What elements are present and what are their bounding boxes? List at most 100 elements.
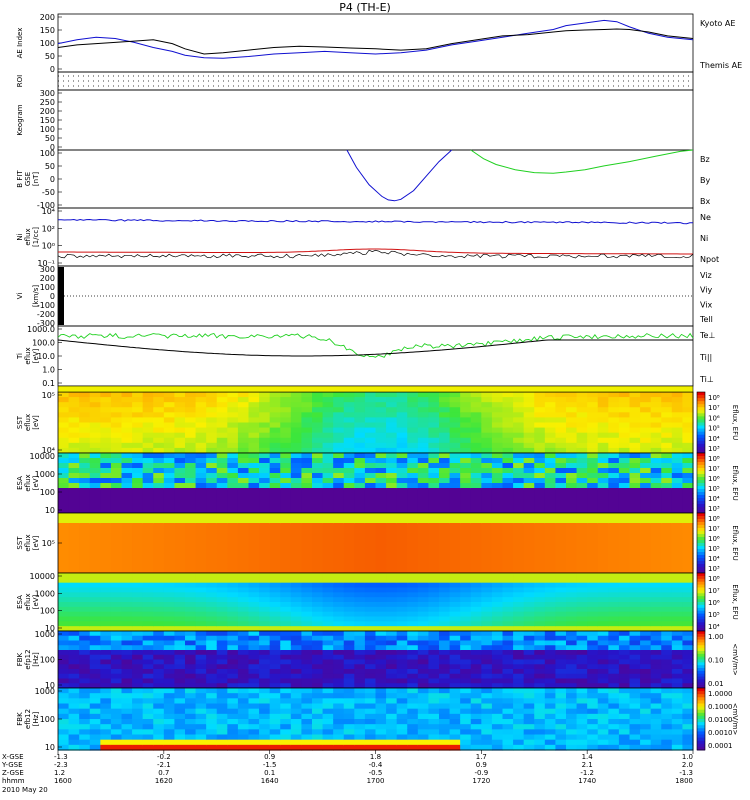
- y-tick-label: 100.0: [32, 339, 55, 348]
- y-tick-label: 200: [40, 13, 55, 22]
- plot-title: P4 (TH-E): [339, 1, 391, 14]
- time-axis-row-label: Z-GSE: [2, 769, 24, 777]
- y-axis-label: ROI: [16, 75, 24, 87]
- y-axis-coord: GSE: [24, 172, 32, 186]
- panel-frame: [57, 325, 694, 387]
- y-tick-label: 200: [40, 274, 55, 283]
- series-line-green: [470, 149, 694, 174]
- colorbar-label: <mV/m>: [731, 703, 739, 736]
- y-axis-unit: [eV]: [32, 348, 40, 363]
- roi-dots: [58, 75, 693, 87]
- panel-b-fit-3: 100 50 0 -50 -100 B FIT GSE [nT] Bz By Bx: [16, 149, 710, 210]
- y-tick-label: 100: [40, 149, 55, 158]
- time-axis-value: 0.9: [476, 761, 487, 769]
- legend-entry: Ne: [700, 213, 711, 222]
- y-tick-label: 50: [45, 134, 55, 143]
- panel-esa-10: 10⁸ 10⁷ 10⁶ 10⁵ 10⁴ Eflux, EFU 10000 1000 100 10 E…: [16, 572, 739, 633]
- panel-fbk-11: 1.00 0.10 0.01 <mV/m> 1000 100 10 FBK efp12 [Hz]: [16, 630, 739, 690]
- colorbar-tick-label: 10⁶: [708, 414, 720, 422]
- colorbar-tick-label: 10⁷: [708, 525, 720, 533]
- y-tick-label: 10000: [30, 452, 55, 461]
- time-axis-row-label: hhmm: [2, 777, 25, 785]
- colorbar-tick-label: 10⁸: [708, 394, 720, 402]
- legend-entry: Ni: [700, 234, 708, 243]
- y-tick-label: 10²: [42, 224, 55, 233]
- colorbar-tick-label: 10⁴: [708, 555, 720, 563]
- y-tick-label: 10: [45, 681, 55, 690]
- colorbar-tick-label: 10⁵: [708, 425, 720, 433]
- panel-roi-1: ROI: [16, 71, 694, 91]
- y-tick-label: 100: [40, 125, 55, 134]
- colorbar-tick-label: 1.00: [708, 633, 724, 641]
- y-axis-coord: eflux: [24, 347, 32, 364]
- temperature-black-trace: [57, 339, 693, 357]
- y-tick-label: 100: [40, 607, 55, 616]
- y-tick-label: 10⁰: [42, 242, 55, 251]
- y-axis-label: Keogram: [16, 104, 24, 135]
- y-tick-label: -50: [42, 188, 55, 197]
- temperature-traces: [57, 332, 694, 358]
- legend-entry: Vix: [700, 300, 713, 309]
- legend-entry: Ti⊥: [699, 375, 714, 384]
- y-tick-label: 10000: [30, 572, 55, 581]
- y-tick-label: 10: [45, 624, 55, 633]
- y-axis-unit: [Hz]: [32, 652, 40, 667]
- y-tick-label: 10⁵: [42, 539, 55, 548]
- colorbar-tick-label: 10⁷: [708, 404, 720, 412]
- y-axis-label: FBK: [16, 712, 24, 726]
- date-label: 2010 May 20: [2, 786, 48, 794]
- y-tick-label: 300: [40, 265, 55, 274]
- time-axis-value: -0.4: [369, 761, 383, 769]
- y-tick-label: 1000: [35, 470, 55, 479]
- y-axis-coord: eflux: [24, 593, 32, 610]
- colorbar-tick-label: 10⁸: [708, 575, 720, 583]
- y-axis-coord: eflux: [24, 474, 32, 491]
- time-axis-value: 1720: [472, 777, 490, 785]
- series-line-blue: [57, 19, 694, 59]
- y-tick-label: 100: [40, 656, 55, 665]
- time-axis-value: -2.3: [54, 761, 68, 769]
- time-axis-value: 1.8: [370, 753, 381, 761]
- y-tick-label: 100: [40, 39, 55, 48]
- y-tick-label: 10.0: [37, 352, 55, 361]
- y-tick-label: 1000: [35, 630, 55, 639]
- time-axis-value: 1740: [578, 777, 596, 785]
- colorbar-tick-label: 0.01: [708, 680, 724, 688]
- time-axis-value: 1640: [261, 777, 279, 785]
- legend-entry: Te⊥: [699, 331, 715, 340]
- colorbar-tick-label: 10⁴: [708, 623, 720, 631]
- y-axis-label: AE Index: [16, 28, 24, 59]
- colorbar-tick-label: 10⁸: [708, 515, 720, 523]
- y-tick-label: 1000: [35, 589, 55, 598]
- ephemeris-strip: [57, 385, 694, 393]
- legend-entry: Themis AE: [699, 61, 742, 70]
- legend-entry: Bz: [700, 155, 710, 164]
- y-tick-label: -300: [37, 319, 55, 328]
- panel-ae-index-0: 200 150 100 50 0 AE Index Kyoto AE Themis AE: [16, 13, 742, 74]
- panel-sst-9: 10⁸ 10⁷ 10⁶ 10⁵ 10⁴ 10³ Eflux, EFU 10⁵ SST eflux[…: [16, 512, 739, 574]
- density-blue-trace: [57, 218, 693, 225]
- time-axis-value: 1700: [367, 777, 385, 785]
- y-axis-coord: eflux: [24, 534, 32, 551]
- y-axis-coord: efb12: [24, 709, 32, 729]
- time-axis-value: 1.4: [582, 753, 594, 761]
- time-axis-value: 1.2: [54, 769, 65, 777]
- y-axis-label: ESA: [16, 595, 24, 609]
- y-tick-label: 10⁴: [42, 207, 55, 216]
- y-tick-label: 1000: [35, 687, 55, 696]
- legend-entry: Viy: [700, 286, 713, 295]
- time-axis-value: 1600: [54, 777, 72, 785]
- density-black-trace: [57, 249, 694, 259]
- panel-esa-8: 10⁸ 10⁷ 10⁶ 10⁵ 10⁴ 10³ Eflux, EFU 10000 1000 100…: [16, 452, 739, 515]
- y-axis-unit: [eV]: [32, 535, 40, 550]
- colorbar-tick-label: 10⁸: [708, 455, 720, 463]
- density-red-trace: [58, 248, 693, 255]
- y-tick-label: -200: [37, 310, 55, 319]
- series-line-black: [57, 28, 694, 55]
- legend-entry: Npot: [700, 255, 719, 264]
- density-traces: [57, 218, 694, 259]
- time-axis-value: 2.0: [682, 761, 693, 769]
